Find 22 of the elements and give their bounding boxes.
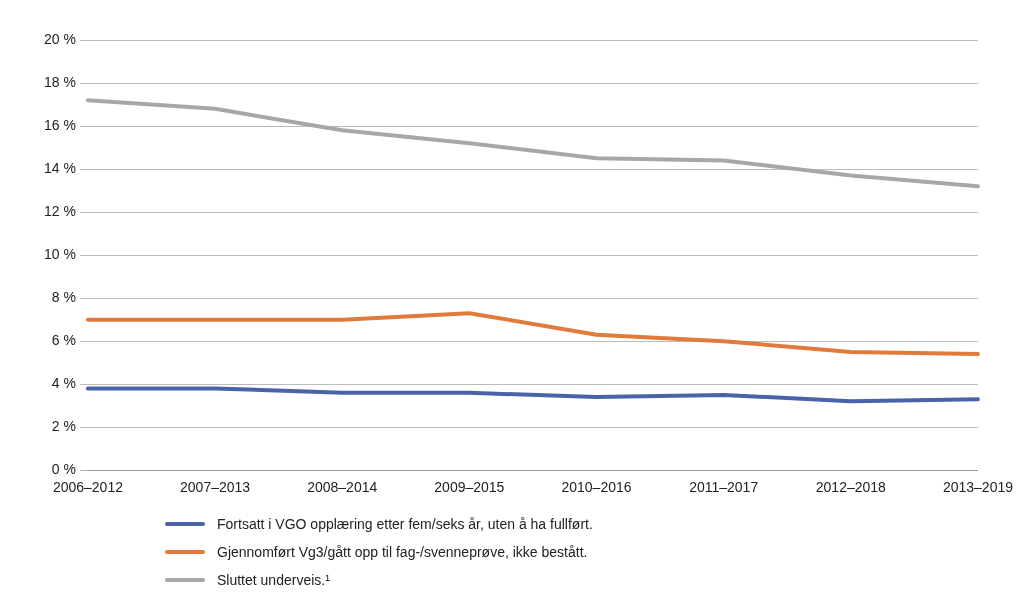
x-tick-label: 2006–2012 xyxy=(52,479,124,496)
x-tick-label: 2007–2013 xyxy=(180,479,251,496)
y-tick-label: 16 % xyxy=(43,116,76,133)
x-tick-label: 2008–2014 xyxy=(307,479,378,496)
y-tick-label: 12 % xyxy=(43,202,76,219)
y-tick-label: 10 % xyxy=(43,245,76,262)
y-tick-label: 2 % xyxy=(51,418,76,435)
y-tick-label: 4 % xyxy=(51,375,76,392)
y-tick-label: 0 % xyxy=(51,461,76,478)
legend-label: Sluttet underveis.¹ xyxy=(217,572,330,588)
y-tick-label: 8 % xyxy=(51,288,76,305)
x-tick-label: 2009–2015 xyxy=(434,479,505,496)
y-tick-label: 14 % xyxy=(43,159,76,176)
x-tick-label: 2011–2017 xyxy=(689,479,759,496)
y-tick-label: 20 % xyxy=(43,30,76,47)
y-tick-label: 6 % xyxy=(51,332,76,348)
x-tick-label: 2010–2016 xyxy=(561,479,632,496)
legend-label: Fortsatt i VGO opplæring etter fem/seks år, uten å ha fullført. xyxy=(217,516,593,532)
x-tick-label: 2012–2018 xyxy=(815,479,887,496)
legend-label: Gjennomført Vg3/gått opp til fag-/svenneprøve, ikke bestått. xyxy=(217,544,588,560)
x-tick-label: 2013–2019 xyxy=(942,479,1014,496)
y-tick-label: 18 % xyxy=(43,73,76,90)
